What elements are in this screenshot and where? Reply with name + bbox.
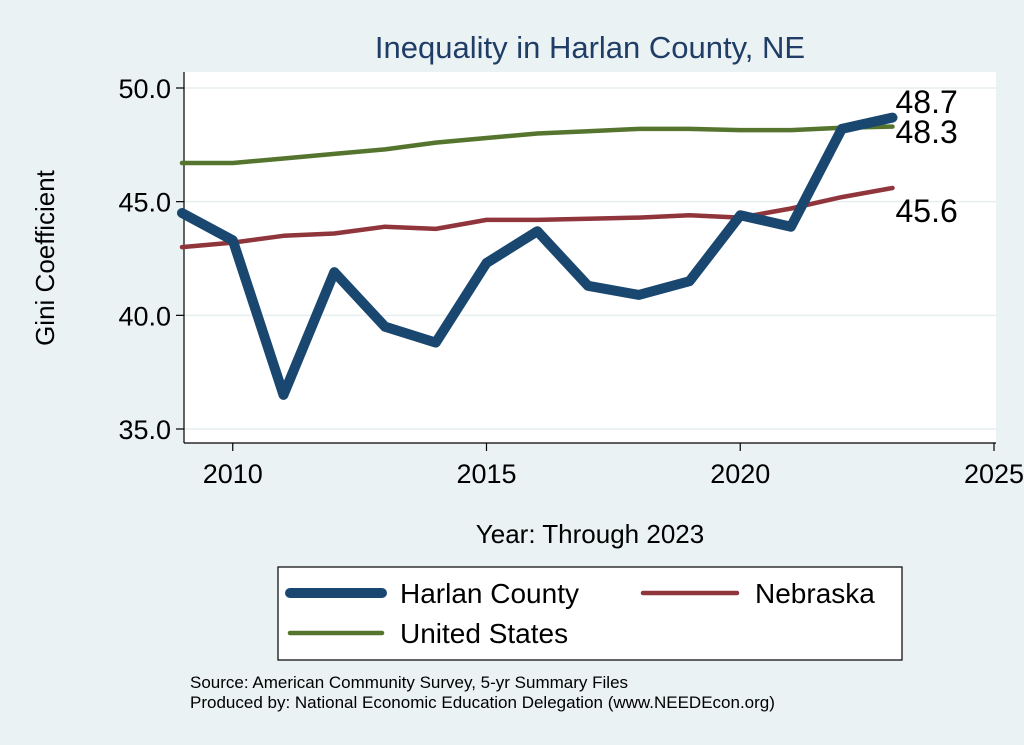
x-axis-title: Year: Through 2023 — [476, 519, 704, 549]
end-labels: 48.7 45.6 48.3 — [896, 84, 958, 229]
series-line-2 — [179, 124, 895, 166]
y-axis-title: Gini Coefficient — [30, 169, 60, 346]
y-tick-label-2: 45.0 — [118, 188, 171, 218]
y-tick-label-3: 50.0 — [118, 74, 171, 104]
series-lines — [177, 112, 898, 400]
x-tick-label-3: 2025 — [964, 459, 1024, 489]
plot-area — [184, 72, 996, 443]
axes: 35.0 40.0 45.0 50.0 2010 2015 2020 2025 — [118, 72, 1024, 489]
x-tick-label-1: 2015 — [456, 459, 516, 489]
x-tick-label-2: 2020 — [710, 459, 770, 489]
legend-box — [277, 566, 903, 661]
legend-label-1: Nebraska — [755, 578, 875, 609]
legend-label-2: United States — [400, 618, 568, 649]
source-note: Source: American Community Survey, 5-yr … — [190, 673, 628, 692]
series-line-0 — [177, 112, 898, 400]
legend-label-0: Harlan County — [400, 578, 579, 609]
x-tick-label-0: 2010 — [203, 459, 263, 489]
produced-by-note: Produced by: National Economic Education… — [190, 693, 775, 712]
end-label-2: 48.3 — [896, 114, 958, 150]
y-tick-label-0: 35.0 — [118, 415, 171, 445]
legend: Harlan County Nebraska United States — [285, 578, 875, 649]
y-tick-label-1: 40.0 — [118, 301, 171, 331]
end-label-1: 45.6 — [896, 193, 958, 229]
series-line-1 — [179, 185, 895, 250]
chart-title: Inequality in Harlan County, NE — [375, 30, 805, 65]
end-label-0: 48.7 — [896, 84, 958, 120]
